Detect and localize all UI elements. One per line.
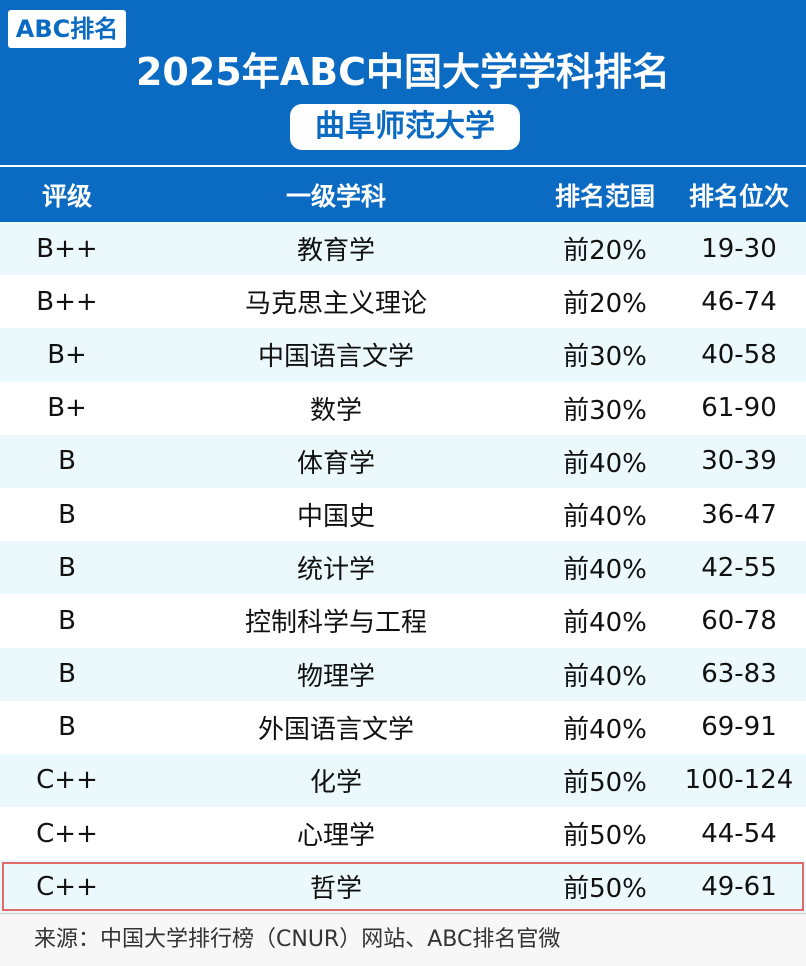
table-cell: 前30% <box>563 342 647 373</box>
table-cell: 前40% <box>563 608 647 639</box>
table-cell: 前40% <box>563 502 647 533</box>
table-row: B+ 数学 前30% 61-90 <box>0 382 806 435</box>
table-row: B+ 中国语言文学 前30% 40-58 <box>0 328 806 382</box>
source: 来源：中国大学排行榜（CNUR）网站、ABC排名官微 <box>34 927 561 952</box>
table-cell: 63-83 <box>701 659 777 690</box>
table-cell: 物理学 <box>296 661 375 692</box>
table-cell: 前20% <box>563 289 647 320</box>
table-row: B++ 教育学 前20% 19-30 <box>0 222 806 276</box>
table-cell: 60-78 <box>701 605 777 636</box>
title: 2025年ABC中国大学学科排名 <box>135 50 671 94</box>
table-cell: 数学 <box>309 395 362 426</box>
header: ABC排名 2025年ABC中国大学学科排名 曲阜师范大学 <box>0 0 806 165</box>
table-cell: C++ <box>36 871 98 902</box>
table-cell: 前50% <box>563 767 647 798</box>
table-cell: 前30% <box>563 395 647 426</box>
table-cell: 100-124 <box>684 765 794 796</box>
subtitle: 曲阜师范大学 <box>290 104 520 150</box>
table-row: B 体育学 前40% 30-39 <box>0 434 806 488</box>
table-row: B 外国语言文学 前40% 69-91 <box>0 701 806 754</box>
table-cell: C++ <box>36 765 98 796</box>
table-cell: B++ <box>36 233 98 264</box>
table-cell: 前40% <box>563 661 647 692</box>
table-cell: 教育学 <box>296 236 375 267</box>
table-cell: B <box>58 446 76 477</box>
table-cell: 46-74 <box>701 286 777 317</box>
footer: 来源：中国大学排行榜（CNUR）网站、ABC排名官微 <box>0 913 806 966</box>
badge: ABC排名 <box>8 10 126 48</box>
table-cell: 69-91 <box>701 712 777 743</box>
table-cell: 控制科学与工程 <box>244 608 427 639</box>
table-cell: B+ <box>47 339 87 370</box>
table-body: B++ 教育学 前20% 19-30 B++ 马克思主义理论 前20% 46-74 B+ 中国语言… <box>0 222 806 914</box>
table-cell: B+ <box>47 393 87 424</box>
column-header: 评级 <box>41 181 92 211</box>
table-row: B++ 马克思主义理论 前20% 46-74 <box>0 275 806 328</box>
column-header: 排名位次 <box>688 181 789 211</box>
table-cell: 61-90 <box>701 393 777 424</box>
table-cell: 统计学 <box>296 555 375 586</box>
table-cell: 44-54 <box>701 818 777 849</box>
table-cell: 49-61 <box>701 871 777 902</box>
table-cell: B <box>58 712 76 743</box>
table-cell: 30-39 <box>701 446 777 477</box>
table-cell: 前40% <box>563 714 647 745</box>
table-cell: 心理学 <box>296 821 375 852</box>
table-cell: B <box>58 605 76 636</box>
table-cell: B++ <box>36 286 98 317</box>
table-row: B 统计学 前40% 42-55 <box>0 541 806 595</box>
table-row: B 物理学 前40% 63-83 <box>0 647 806 701</box>
table-row: C++ 化学 前50% 100-124 <box>0 753 806 808</box>
table-cell: B <box>58 659 76 690</box>
table-cell: 前40% <box>563 448 647 479</box>
table-cell: 19-30 <box>701 233 777 264</box>
table-cell: 42-55 <box>701 552 777 583</box>
table-row: B 控制科学与工程 前40% 60-78 <box>0 594 806 647</box>
table-cell: 36-47 <box>701 499 777 530</box>
table-row: B 中国史 前40% 36-47 <box>0 488 806 541</box>
table-cell: 40-58 <box>701 339 777 370</box>
table-header: 评级 一级学科 排名范围 排名位次 <box>0 165 806 222</box>
table-cell: 体育学 <box>296 448 375 479</box>
table-cell: B <box>58 552 76 583</box>
table-cell: 中国史 <box>296 502 375 533</box>
table-row: C++ 哲学 前50% 49-61 <box>0 860 806 914</box>
table-cell: 前20% <box>563 236 647 267</box>
table-cell: 前40% <box>563 555 647 586</box>
table-cell: 马克思主义理论 <box>244 289 427 320</box>
column-header: 一级学科 <box>285 181 386 211</box>
table-cell: 前50% <box>563 821 647 852</box>
table-row: C++ 心理学 前50% 44-54 <box>0 807 806 860</box>
table-cell: 前50% <box>563 874 647 905</box>
table-cell: B <box>58 499 76 530</box>
table-cell: 化学 <box>309 767 362 798</box>
column-header: 排名范围 <box>554 181 655 211</box>
table-cell: 哲学 <box>309 874 362 905</box>
table-cell: C++ <box>36 818 98 849</box>
table-cell: 中国语言文学 <box>257 342 414 373</box>
table-cell: 外国语言文学 <box>257 714 414 745</box>
